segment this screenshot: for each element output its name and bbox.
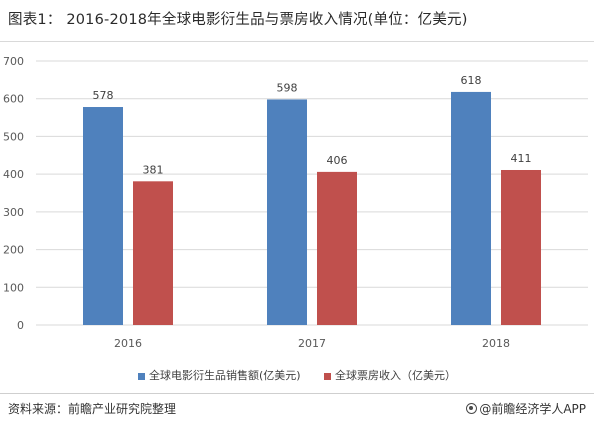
legend-item-sales: 全球电影衍生品销售额(亿美元) <box>137 367 301 383</box>
x-tick-label-2018: 2018 <box>482 337 510 350</box>
legend-item-boxoffice: 全球票房收入（亿美元） <box>324 367 456 383</box>
data-label-sales-2016: 578 <box>93 89 114 102</box>
y-tick-label-500: 500 <box>3 130 24 143</box>
x-tick-label-2017: 2017 <box>298 337 326 350</box>
y-tick-label-300: 300 <box>3 206 24 219</box>
y-tick-label-100: 100 <box>3 281 24 294</box>
source-note: 资料来源：前瞻产业研究院整理 <box>8 402 177 416</box>
data-label-boxoffice-2018: 411 <box>511 152 532 165</box>
chart-title: 图表1： 2016-2018年全球电影衍生品与票房收入情况(单位：亿美元) <box>8 12 468 28</box>
bar-boxoffice-2018 <box>501 169 541 325</box>
data-label-sales-2017: 598 <box>277 81 298 94</box>
x-tick-label-2016: 2016 <box>114 337 142 350</box>
y-tick-label-0: 0 <box>17 319 24 332</box>
footer-divider <box>0 393 594 394</box>
legend-swatch-sales <box>137 372 145 380</box>
legend-label-boxoffice: 全球票房收入（亿美元） <box>335 369 457 382</box>
legend: 全球电影衍生品销售额(亿美元) 全球票房收入（亿美元） <box>0 367 594 383</box>
y-tick-label-400: 400 <box>3 168 24 181</box>
bar-boxoffice-2016 <box>133 181 173 325</box>
data-label-sales-2018: 618 <box>461 74 482 87</box>
bar-chart: 0 100 200 300 400 500 600 700 578 381 2016 598 406 20… <box>3 55 588 350</box>
bar-boxoffice-2017 <box>317 171 357 325</box>
bar-sales-2018 <box>451 91 491 325</box>
bar-sales-2017 <box>267 99 307 326</box>
brand-logo-icon <box>466 403 478 414</box>
brand-text: @前瞻经济学人APP <box>479 402 586 416</box>
data-label-boxoffice-2017: 406 <box>327 154 348 167</box>
data-label-boxoffice-2016: 381 <box>143 163 164 176</box>
legend-label-sales: 全球电影衍生品销售额(亿美元) <box>148 369 301 382</box>
y-tick-label-600: 600 <box>3 93 24 106</box>
y-tick-label-200: 200 <box>3 244 24 257</box>
bar-sales-2016 <box>83 107 123 325</box>
brand-credit: @前瞻经济学人APP <box>466 400 586 417</box>
y-tick-label-700: 700 <box>3 55 24 68</box>
title-divider <box>0 41 594 42</box>
legend-swatch-boxoffice <box>324 372 332 380</box>
